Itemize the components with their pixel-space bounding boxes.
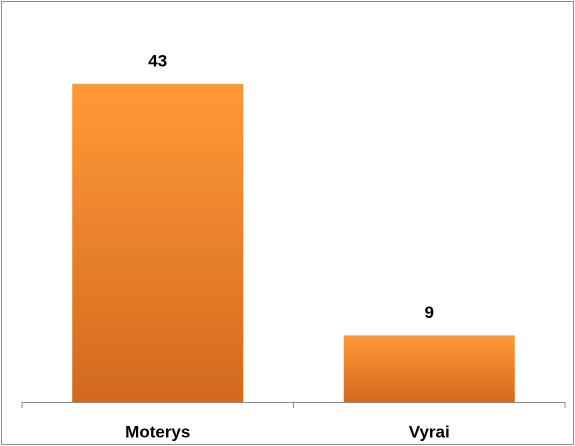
data-label: 9: [425, 303, 434, 322]
x-tick-label: Vyrai: [409, 422, 450, 441]
x-tick-label: Moterys: [125, 422, 190, 441]
bar: [72, 83, 244, 403]
data-label: 43: [148, 51, 167, 70]
bar: [343, 335, 515, 402]
